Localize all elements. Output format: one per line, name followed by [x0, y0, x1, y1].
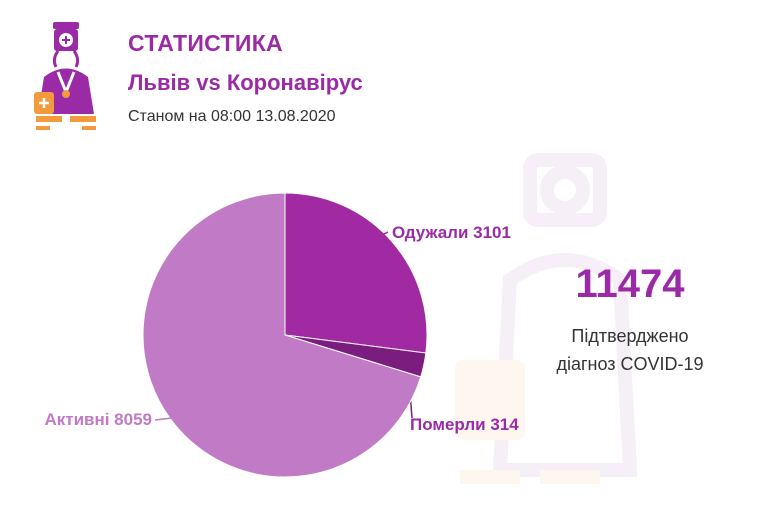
- pie-slice-3: [142, 192, 422, 478]
- confirmed-caption: Підтверджено діагноз COVID-19: [530, 322, 730, 378]
- page-subtitle: Львів vs Коронавірус: [128, 70, 363, 95]
- doctor-watermark-icon: [455, 153, 638, 484]
- slice-leader-line-3: [154, 417, 173, 421]
- report-date: Станом на 08:00 13.08.2020: [128, 108, 336, 125]
- page-title: СТАТИСТИКА: [128, 30, 283, 56]
- slice-leader-line-1: [375, 231, 389, 239]
- slice-label-3: Активні 8059: [44, 410, 152, 429]
- slice-label-2: Померли 314: [410, 415, 519, 434]
- doctor-logo-icon: [34, 22, 96, 130]
- confirmed-caption-line2: діагноз COVID-19: [556, 354, 704, 374]
- slice-label-1: Одужали 3101: [392, 223, 511, 242]
- confirmed-total: 11474: [575, 262, 685, 306]
- pie-slice-1: [284, 192, 428, 354]
- confirmed-caption-line1: Підтверджено: [571, 326, 689, 346]
